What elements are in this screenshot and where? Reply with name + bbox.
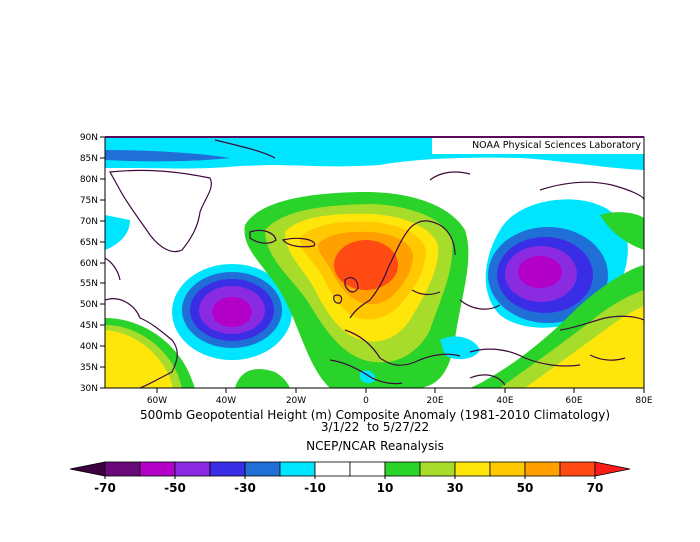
longitude-axis: 60W 40W 20W 0 20E 40E 60E 80E	[147, 388, 653, 406]
subtropical-high	[235, 212, 644, 388]
lon-label-20e: 20E	[426, 396, 443, 406]
lat-label-90n: 90N	[80, 133, 98, 143]
colorbar-cell	[454, 461, 491, 477]
colorbar-label-30: 30	[447, 481, 464, 495]
colorbar-cell	[104, 461, 141, 477]
arctic-anomaly-band	[105, 137, 644, 170]
lat-label-50n: 50N	[80, 300, 98, 310]
credit-label: NOAA Physical Sciences Laboratory	[472, 140, 641, 151]
date-range: 3/1/22 to 5/27/22	[320, 420, 430, 434]
colorbar-cell	[244, 461, 281, 477]
coastlines	[105, 139, 644, 388]
colorbar-end-left	[69, 461, 106, 477]
figure-title: 500mb Geopotential Height (m) Composite …	[139, 408, 610, 422]
lat-label-80n: 80N	[80, 175, 98, 185]
lat-label-45n: 45N	[80, 321, 98, 331]
colorbar-label-50: 50	[517, 481, 534, 495]
lat-label-40n: 40N	[80, 342, 98, 352]
colorbar-label-70: 70	[587, 481, 604, 495]
colorbar: -70 -50 -30 -10 10 30 50 70	[69, 461, 631, 495]
colorbar-label-neg10: -10	[304, 481, 326, 495]
north-atlantic-low	[172, 264, 292, 360]
colorbar-cell	[314, 461, 351, 477]
colorbar-cell	[419, 461, 456, 477]
colorbar-label-neg50: -50	[164, 481, 186, 495]
colorbar-cells	[104, 461, 596, 477]
colorbar-label-neg70: -70	[94, 481, 116, 495]
lat-label-65n: 65N	[80, 238, 98, 248]
lat-label-35n: 35N	[80, 363, 98, 373]
colorbar-cell	[559, 461, 596, 477]
lon-label-80e: 80E	[635, 396, 652, 406]
colorbar-cell	[279, 461, 316, 477]
lon-label-60w: 60W	[147, 396, 167, 406]
colorbar-cell	[349, 461, 386, 477]
colorbar-cell	[209, 461, 246, 477]
colorbar-cell	[139, 461, 176, 477]
lon-label-20w: 20W	[286, 396, 306, 406]
lon-label-0: 0	[363, 396, 369, 406]
lat-label-75n: 75N	[80, 196, 98, 206]
western-russia-low	[485, 199, 628, 328]
lat-label-70n: 70N	[80, 217, 98, 227]
colorbar-end-right	[594, 461, 631, 477]
data-source: NCEP/NCAR Reanalysis	[306, 439, 444, 453]
lat-label-30n: 30N	[80, 384, 98, 394]
colorbar-cell	[524, 461, 561, 477]
colorbar-label-neg30: -30	[234, 481, 256, 495]
lat-label-85n: 85N	[80, 154, 98, 164]
colorbar-label-10: 10	[377, 481, 394, 495]
lon-label-60e: 60E	[565, 396, 582, 406]
scandinavia-high	[244, 191, 469, 388]
lat-label-55n: 55N	[80, 279, 98, 289]
colorbar-cell	[489, 461, 526, 477]
colorbar-cell	[174, 461, 211, 477]
lon-label-40e: 40E	[496, 396, 513, 406]
latitude-axis: 90N 85N 80N 75N 70N 65N 60N 55N 50N 45N …	[80, 133, 105, 394]
map-panel	[105, 137, 644, 388]
lon-label-40w: 40W	[216, 396, 236, 406]
lat-label-60n: 60N	[80, 259, 98, 269]
colorbar-cell	[384, 461, 421, 477]
